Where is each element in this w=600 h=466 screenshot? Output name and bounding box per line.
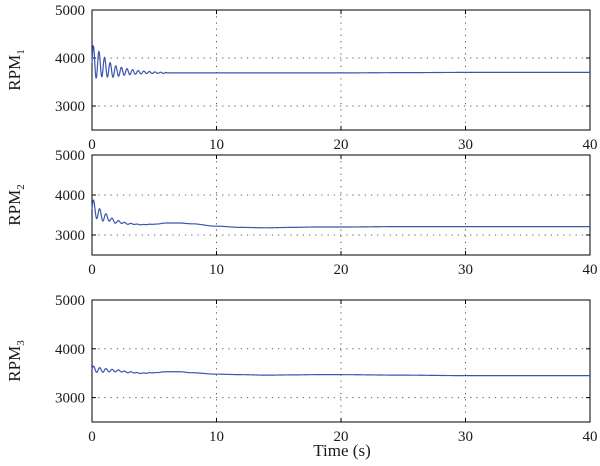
y-tick-label: 4000 <box>55 51 85 67</box>
panel-1: 0 10 20 30 40 3000 4000 5000 RPM1 <box>5 3 598 153</box>
y-tick-label: 3000 <box>55 228 85 244</box>
x-tick-label: 20 <box>334 262 349 278</box>
panel-3: 0 10 20 30 40 3000 4000 5000 RPM3 <box>5 293 598 445</box>
x-tick-label: 40 <box>583 429 598 445</box>
y-tick-label: 3000 <box>55 99 85 115</box>
x-tick-label: 40 <box>583 137 598 153</box>
panel-2: 0 10 20 30 40 3000 4000 5000 RPM2 <box>5 148 598 278</box>
x-tick-label: 30 <box>458 137 473 153</box>
x-axis-label: Time (s) <box>313 441 370 460</box>
x-tick-label: 40 <box>583 262 598 278</box>
x-tick-label: 30 <box>458 429 473 445</box>
x-tick-label: 10 <box>209 262 224 278</box>
y-tick-label: 5000 <box>55 293 85 309</box>
axes-frame <box>91 299 591 423</box>
axes-frame <box>91 9 591 131</box>
x-tick-label: 0 <box>88 262 96 278</box>
y-tick-label: 5000 <box>55 148 85 164</box>
y-axis-label: RPM1 <box>5 49 27 90</box>
y-tick-label: 3000 <box>55 391 85 407</box>
x-tick-label: 10 <box>209 429 224 445</box>
x-tick-label: 0 <box>88 137 96 153</box>
series-line <box>91 365 590 377</box>
x-tick-label: 20 <box>334 137 349 153</box>
y-tick-label: 4000 <box>55 342 85 358</box>
series-line <box>91 44 590 79</box>
y-tick-label: 5000 <box>55 3 85 19</box>
x-tick-label: 20 <box>334 429 349 445</box>
chart-panels: 0 10 20 30 40 3000 4000 5000 RPM1 0 10 20 30 40 3000 40… <box>5 3 598 445</box>
y-axis-label: RPM2 <box>5 184 27 225</box>
x-tick-label: 10 <box>209 137 224 153</box>
series-line <box>91 199 590 229</box>
y-tick-label: 4000 <box>55 188 85 204</box>
x-tick-label: 0 <box>88 429 96 445</box>
y-axis-label: RPM3 <box>5 340 27 382</box>
x-tick-label: 30 <box>458 262 473 278</box>
